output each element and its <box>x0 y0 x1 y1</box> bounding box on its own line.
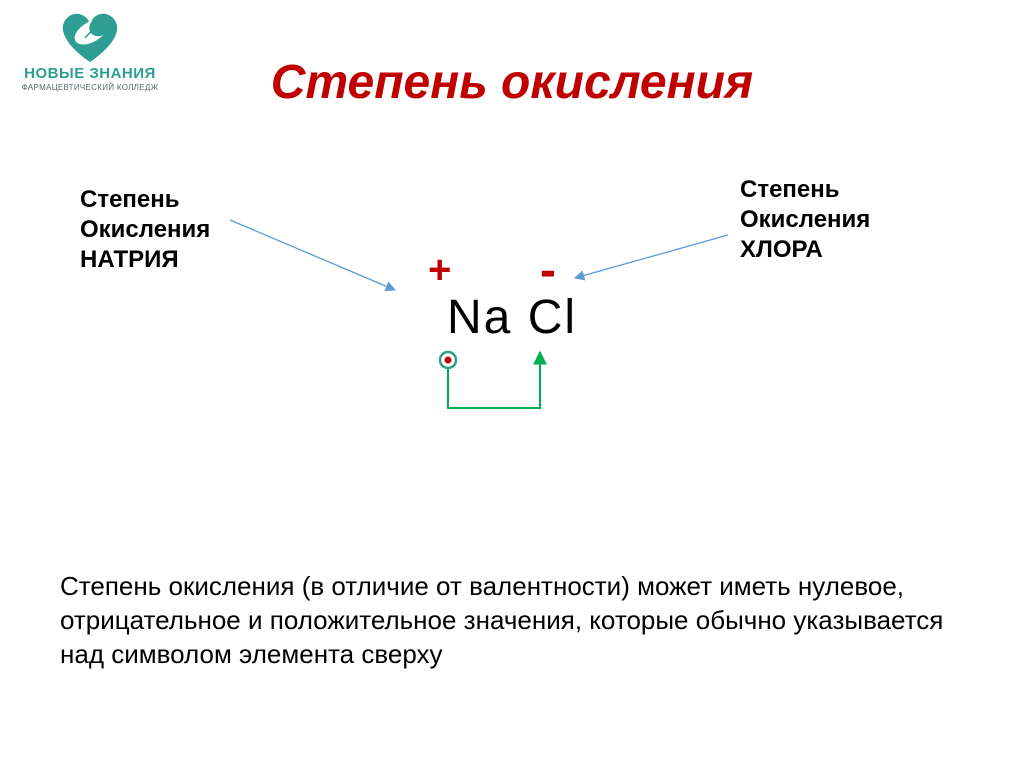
element-na: Na <box>447 291 512 344</box>
left-annotation: Степень Окисления НАТРИЯ <box>80 185 210 275</box>
chemical-formula: Na Cl <box>0 290 1024 345</box>
right-line1: Степень <box>740 176 840 203</box>
electron-transfer-path <box>448 352 540 408</box>
element-cl: Cl <box>528 291 577 344</box>
left-line1: Степень <box>80 186 180 213</box>
electron-ring-icon <box>440 352 456 368</box>
right-line3: ХЛОРА <box>740 236 823 263</box>
explanation-text: Степень окисления (в отличие от валентно… <box>60 570 964 671</box>
electron-dot-icon <box>445 357 452 364</box>
left-line2: Окисления <box>80 216 210 243</box>
na-charge: + <box>428 248 451 293</box>
page-title: Степень окисления <box>0 55 1024 110</box>
arrow-right <box>575 235 728 278</box>
right-line2: Окисления <box>740 206 870 233</box>
left-line3: НАТРИЯ <box>80 246 179 273</box>
arrow-left <box>230 220 395 290</box>
right-annotation: Степень Окисления ХЛОРА <box>740 175 870 265</box>
